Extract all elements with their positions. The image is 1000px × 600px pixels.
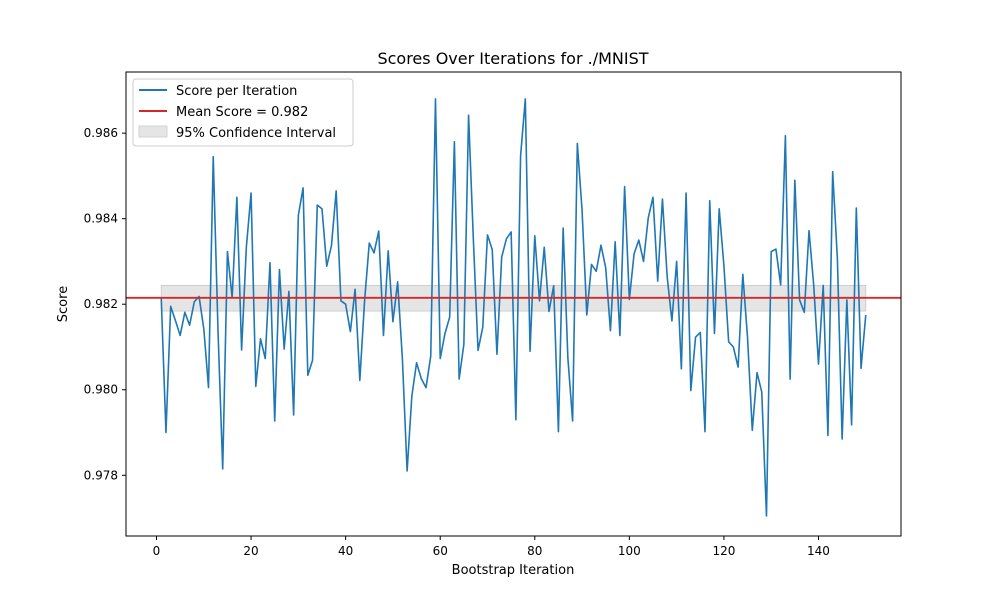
- x-tick-label: 20: [243, 544, 258, 558]
- y-tick-label: 0.982: [84, 297, 118, 311]
- y-tick-label: 0.980: [84, 383, 118, 397]
- y-tick-label: 0.986: [84, 126, 118, 140]
- legend-frame: [132, 78, 354, 147]
- x-tick-label: 60: [433, 544, 448, 558]
- plot-area: [126, 98, 901, 517]
- y-axis-label: Score: [56, 286, 71, 322]
- x-tick-label: 0: [153, 544, 161, 558]
- legend: Score per Iteration Mean Score = 0.982 9…: [132, 78, 354, 147]
- x-tick-label: 100: [618, 544, 641, 558]
- chart-title: Scores Over Iterations for ./MNIST: [377, 49, 648, 68]
- x-tick-label: 120: [712, 544, 735, 558]
- axes: 0 20 40 60 80 100 120 140 0.978 0.980 0.982 0.984 0.…: [84, 71, 902, 558]
- score-line: [160, 98, 867, 517]
- legend-label-ci: 95% Confidence Interval: [176, 126, 336, 141]
- x-tick-label: 40: [338, 544, 353, 558]
- legend-label-score: Score per Iteration: [176, 84, 297, 99]
- legend-patch-ci: [138, 125, 168, 138]
- y-tick-label: 0.978: [84, 468, 118, 482]
- y-tick-label: 0.984: [84, 212, 118, 226]
- legend-label-mean: Mean Score = 0.982: [176, 105, 308, 120]
- x-axis-label: Bootstrap Iteration: [452, 563, 575, 578]
- x-tick-label: 140: [807, 544, 830, 558]
- x-tick-label: 80: [527, 544, 542, 558]
